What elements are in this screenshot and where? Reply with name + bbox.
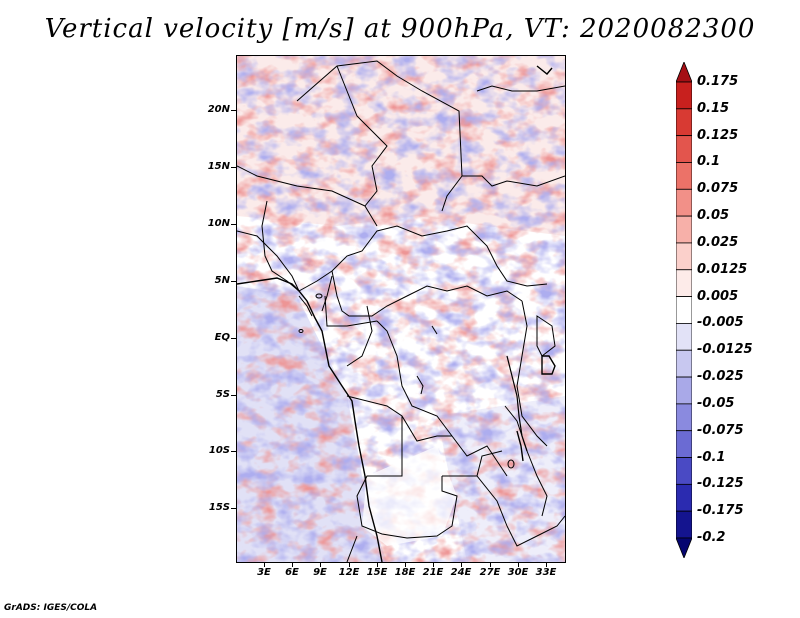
lat-label-5s: 5S [215, 389, 230, 400]
colorbar-bottom-arrow [676, 537, 692, 558]
lakes [298, 293, 515, 469]
colorbar-label: -0.05 [697, 395, 735, 411]
footer-credit: GrADS: IGES/COLA [4, 603, 98, 613]
colorbar-top-arrow [676, 62, 692, 83]
colorbar-segment [676, 349, 692, 378]
lon-label-15e: 15E [366, 567, 388, 578]
lat-tick [231, 395, 236, 396]
colorbar-label: -0.1 [697, 449, 726, 465]
country-borders [237, 60, 565, 562]
colorbar-segment [676, 403, 692, 432]
colorbar-segment [676, 81, 692, 110]
colorbar-label: 0.005 [697, 288, 739, 304]
colorbar-label: -0.0125 [697, 342, 753, 358]
colorbar-label: 0.075 [697, 181, 739, 197]
lon-tick [377, 563, 378, 567]
lon-label-12e: 12E [338, 567, 360, 578]
colorbar-segment [676, 135, 692, 163]
lon-tick [461, 563, 462, 567]
colorbar-segment [676, 296, 692, 324]
calm-region [362, 446, 457, 546]
colorbar-segment [676, 430, 692, 458]
lat-tick [231, 167, 236, 168]
colorbar-segment [676, 242, 692, 271]
lat-tick [231, 224, 236, 225]
lon-tick [264, 563, 265, 567]
lat-label-20n: 20N [207, 104, 230, 115]
colorbar-segment [676, 108, 692, 137]
colorbar-segment [676, 376, 692, 405]
colorbar-label: 0.05 [697, 208, 730, 224]
colorbar-label: 0.1 [697, 154, 721, 170]
colorbar-segment [676, 162, 692, 190]
lat-label-10s: 10S [208, 445, 230, 456]
colorbar [676, 62, 692, 558]
lat-label-5n: 5N [214, 275, 230, 286]
velocity-field-map [237, 56, 565, 562]
colorbar-segment [676, 215, 692, 244]
lat-tick [231, 338, 236, 339]
lat-label-15s: 15S [208, 502, 230, 513]
colorbar-segment [676, 269, 692, 297]
lon-tick [518, 563, 519, 567]
colorbar-label: -0.005 [697, 315, 744, 331]
lon-label-3e: 3E [257, 567, 271, 578]
colorbar-graphic [676, 62, 692, 558]
coastlines [237, 65, 556, 562]
colorbar-label: -0.175 [697, 503, 744, 519]
chart-title: Vertical velocity [m/s] at 900hPa, VT: 2… [44, 14, 756, 44]
lon-tick [433, 563, 434, 567]
lon-label-30e: 30E [507, 567, 529, 578]
lon-label-21e: 21E [422, 567, 444, 578]
lon-label-6e: 6E [285, 567, 299, 578]
colorbar-segment [676, 323, 692, 351]
colorbar-segment [676, 510, 692, 539]
lat-tick [231, 281, 236, 282]
colorbar-label: 0.0125 [697, 261, 748, 277]
colorbar-label: 0.15 [697, 100, 730, 116]
colorbar-label: -0.025 [697, 369, 744, 385]
colorbar-label: -0.2 [697, 530, 726, 545]
colorbar-label: 0.025 [697, 234, 739, 250]
lon-tick [546, 563, 547, 567]
lon-tick [405, 563, 406, 567]
colorbar-segment [676, 188, 692, 217]
lat-label-eq: EQ [214, 332, 230, 343]
lon-label-24e: 24E [450, 567, 472, 578]
colorbar-label: -0.125 [697, 476, 744, 492]
colorbar-segment [676, 483, 692, 512]
lon-label-9e: 9E [313, 567, 327, 578]
lon-label-18e: 18E [394, 567, 416, 578]
colorbar-label: -0.075 [697, 422, 744, 438]
lon-tick [320, 563, 321, 567]
lon-tick [490, 563, 491, 567]
lon-tick [292, 563, 293, 567]
lat-label-15n: 15N [207, 161, 230, 172]
colorbar-label: 0.125 [697, 127, 739, 143]
colorbar-segment [676, 457, 692, 485]
lat-tick [231, 110, 236, 111]
lon-label-33e: 33E [535, 567, 557, 578]
lat-tick [231, 451, 236, 452]
map-panel [236, 55, 566, 563]
lat-tick [231, 508, 236, 509]
colorbar-label: 0.175 [697, 74, 739, 89]
lon-tick [349, 563, 350, 567]
lat-label-10n: 10N [207, 218, 230, 229]
lon-label-27e: 27E [479, 567, 501, 578]
